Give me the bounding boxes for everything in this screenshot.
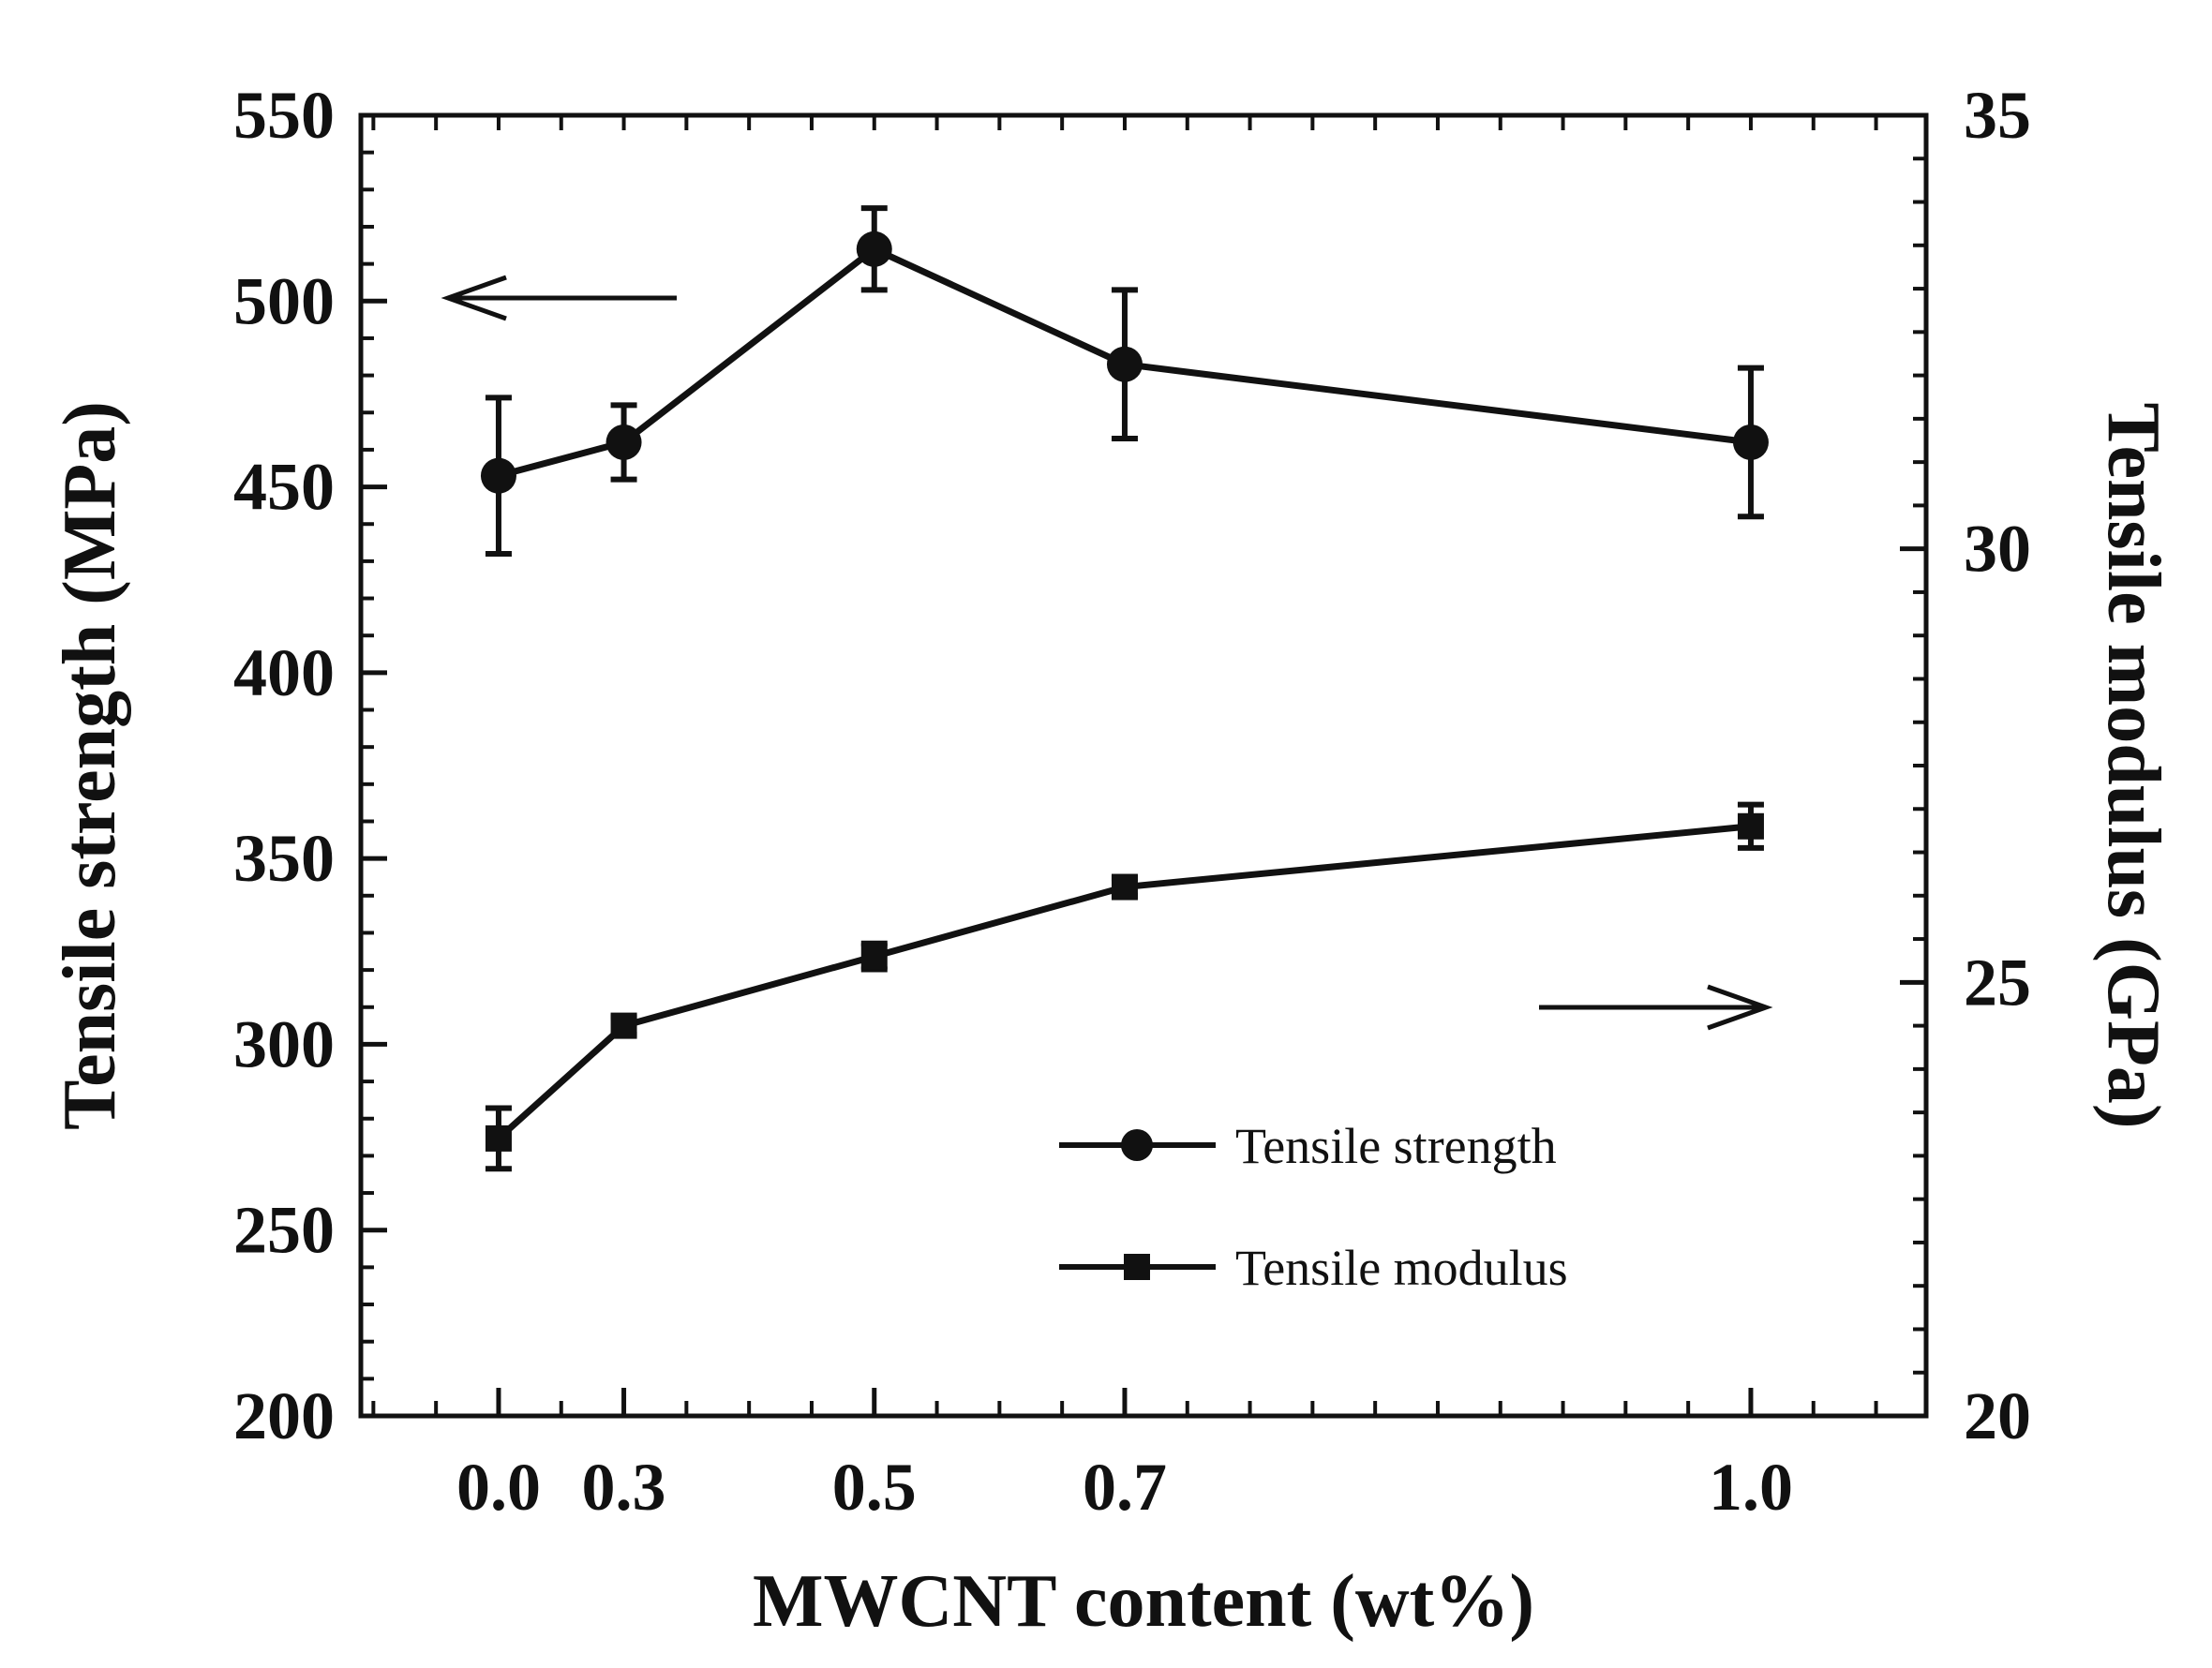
left-axis-title: Tensile strength (MPa) xyxy=(49,401,131,1130)
right-axis-arrow xyxy=(1539,984,1773,1031)
data-point xyxy=(485,1124,512,1152)
left-tick-label: 400 xyxy=(233,635,335,710)
right-tick-label: 25 xyxy=(1964,945,2031,1020)
plot-frame xyxy=(358,112,1929,1419)
legend-item-tensile-modulus: Tensile modulus xyxy=(1059,1240,1568,1296)
minor-ticks xyxy=(361,113,1926,1418)
series-tensile-modulus xyxy=(485,801,1764,1172)
left-tick-label: 500 xyxy=(233,263,335,338)
left-tick-label: 200 xyxy=(233,1378,335,1453)
right-tick-label: 35 xyxy=(1964,78,2031,153)
x-tick-label: 1.0 xyxy=(1709,1450,1793,1525)
series-line xyxy=(496,823,1752,1141)
x-tick-label: 0.5 xyxy=(832,1450,917,1525)
data-point xyxy=(856,231,892,267)
left-tick-label: 250 xyxy=(233,1193,335,1268)
legend-label-tensile-modulus: Tensile modulus xyxy=(1235,1240,1568,1296)
x-axis-ticks: 0.0 0.3 0.5 0.7 1.0 xyxy=(456,1388,1793,1525)
x-tick-label: 0.3 xyxy=(582,1450,666,1525)
left-tick-label: 450 xyxy=(233,450,335,525)
series-tensile-strength xyxy=(480,205,1769,557)
data-point xyxy=(480,457,516,494)
legend-label-tensile-strength: Tensile strength xyxy=(1235,1118,1557,1174)
data-point xyxy=(860,943,888,970)
x-axis-title: MWCNT content (wt%) xyxy=(753,1560,1534,1643)
legend-item-tensile-strength: Tensile strength xyxy=(1059,1118,1557,1174)
right-tick-label: 20 xyxy=(1964,1378,2031,1453)
left-axis-arrow xyxy=(441,275,677,321)
left-axis-ticks: 200 250 300 350 400 450 500 550 xyxy=(233,78,387,1453)
left-tick-label: 550 xyxy=(233,78,335,153)
right-axis-title: Tensile modulus (GPa) xyxy=(2092,403,2175,1129)
series-layer xyxy=(480,205,1769,1172)
data-point xyxy=(1737,812,1764,840)
left-tick-label: 350 xyxy=(233,821,335,896)
data-point xyxy=(1732,424,1769,460)
data-point xyxy=(605,424,642,460)
right-tick-label: 30 xyxy=(1964,512,2031,587)
data-point xyxy=(610,1012,637,1039)
data-point xyxy=(1106,346,1143,382)
right-axis-ticks: 20 25 30 35 xyxy=(1900,78,2031,1453)
data-point xyxy=(1111,873,1138,901)
legend: Tensile strength Tensile modulus xyxy=(1059,1118,1568,1296)
left-tick-label: 300 xyxy=(233,1006,335,1081)
x-tick-label: 0.7 xyxy=(1083,1450,1167,1525)
x-tick-label: 0.0 xyxy=(456,1450,541,1525)
